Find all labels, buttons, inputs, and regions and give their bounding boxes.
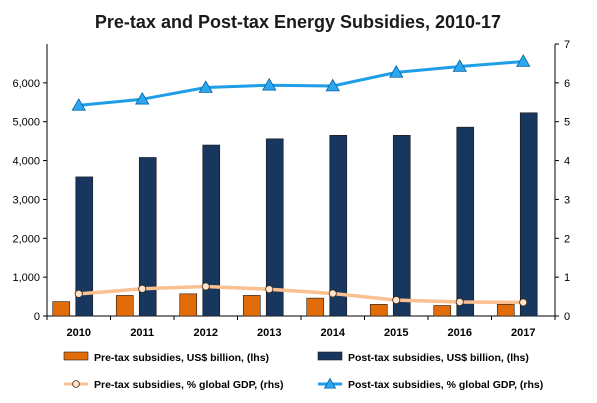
- post-tax-gdp-point: [516, 54, 531, 67]
- pre-tax-usd-bar: [242, 295, 261, 317]
- right-tick-label: 2: [564, 233, 570, 245]
- left-tick-label: 6,000: [12, 78, 40, 90]
- post-tax-usd-bar: [329, 135, 348, 317]
- post-tax-usd-bar: [456, 126, 475, 317]
- pre-tax-usd-bar: [52, 301, 71, 317]
- pre-tax-usd-bar: [433, 305, 452, 317]
- right-tick-label: 0: [564, 311, 570, 323]
- pre-tax-usd-bar: [496, 304, 515, 317]
- legend-swatch: [63, 351, 89, 361]
- post-tax-gdp-line: [78, 60, 524, 107]
- legend-label: Pre-tax subsidies, US$ billion, (lhs): [94, 352, 269, 364]
- post-tax-usd-bar: [138, 157, 157, 317]
- right-tick-label: 7: [564, 39, 570, 51]
- pre-tax-gdp-point: [392, 296, 401, 305]
- left-tick-label: 3,000: [12, 194, 40, 206]
- right-tick-label: 5: [564, 117, 570, 129]
- pre-tax-gdp-line: [78, 284, 524, 305]
- axes-group: 0 1,000 2,000 3,000 4,000 5,000 6,000 0 1 2 3 4 5 6 7 2…: [12, 39, 570, 339]
- x-tick-label: 2017: [511, 327, 535, 339]
- x-tick-label: 2013: [257, 327, 281, 339]
- pre-tax-gdp-point: [201, 282, 210, 291]
- post-tax-gdp-point: [389, 65, 404, 78]
- legend-label: Pre-tax subsidies, % global GDP, (rhs): [94, 379, 283, 391]
- pre-tax-usd-bar: [369, 304, 388, 317]
- legend-marker: [72, 380, 80, 388]
- legend-label: Post-tax subsidies, % global GDP, (rhs): [348, 379, 543, 391]
- post-tax-gdp-point: [135, 91, 150, 105]
- legend-swatch: [317, 351, 343, 361]
- chart-title: Pre-tax and Post-tax Energy Subsidies, 2…: [95, 12, 501, 32]
- pre-tax-usd-bar: [306, 297, 325, 317]
- post-tax-usd-bar: [202, 144, 221, 317]
- left-tick-label: 2,000: [12, 233, 40, 245]
- pre-tax-gdp-point: [455, 298, 464, 307]
- x-tick-label: 2012: [194, 327, 218, 339]
- left-tick-label: 1,000: [12, 272, 40, 284]
- pre-tax-gdp-point: [328, 289, 337, 298]
- left-tick-label: 0: [34, 311, 40, 323]
- right-tick-label: 1: [564, 272, 570, 284]
- bars-group: [52, 112, 538, 317]
- right-tick-label: 4: [564, 156, 570, 168]
- left-tick-label: 4,000: [12, 156, 40, 168]
- post-tax-gdp-point: [71, 98, 86, 111]
- pre-tax-gdp-point: [138, 284, 147, 293]
- right-tick-label: 3: [564, 194, 570, 206]
- left-tick-label: 5,000: [12, 117, 40, 129]
- lines-group: [71, 54, 531, 307]
- post-tax-usd-bar: [75, 176, 94, 317]
- pre-tax-usd-bar: [179, 293, 198, 317]
- post-tax-usd-bar: [519, 112, 538, 317]
- right-tick-label: 6: [564, 78, 570, 90]
- x-tick-label: 2016: [448, 327, 472, 339]
- x-tick-label: 2010: [67, 327, 91, 339]
- legend-marker: [323, 377, 337, 389]
- x-tick-label: 2014: [321, 327, 346, 339]
- pre-tax-gdp-point: [74, 289, 83, 298]
- post-tax-gdp-point: [452, 59, 467, 72]
- x-tick-label: 2015: [384, 327, 408, 339]
- post-tax-gdp-point: [325, 78, 340, 92]
- legend-label: Post-tax subsidies, US$ billion, (lhs): [348, 352, 529, 364]
- post-tax-usd-bar: [392, 135, 411, 317]
- post-tax-usd-bar: [265, 138, 284, 317]
- post-tax-gdp-point: [262, 77, 277, 91]
- pre-tax-gdp-point: [519, 298, 528, 307]
- legend: Pre-tax subsidies, US$ billion, (lhs) Pos…: [63, 351, 543, 391]
- x-tick-label: 2011: [130, 327, 154, 339]
- post-tax-gdp-point: [198, 80, 213, 93]
- pre-tax-usd-bar: [115, 295, 134, 317]
- pre-tax-gdp-point: [265, 285, 274, 294]
